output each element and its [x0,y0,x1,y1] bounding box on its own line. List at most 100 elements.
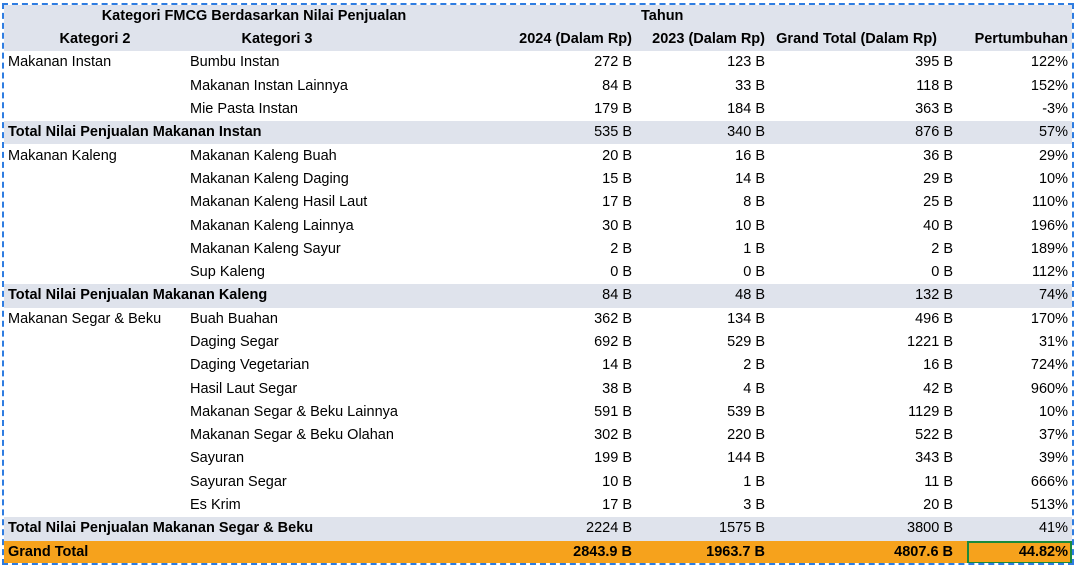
col-header-2023[interactable]: 2023 (Dalam Rp) [636,28,769,52]
growth-cell[interactable]: 10% [1038,170,1069,187]
value-2024-cell[interactable]: 591 B [594,403,632,420]
category-2-cell[interactable] [4,471,186,494]
value-2024-cell[interactable]: 15 B [602,170,632,187]
category-2-cell[interactable]: Makanan Instan [8,54,112,71]
value-2024-cell[interactable]: 179 B [594,101,632,118]
value-2023-cell[interactable]: 3 B [743,497,765,514]
value-2024-cell[interactable]: 14 B [602,357,632,374]
value-2023-cell[interactable]: 539 B [727,403,765,420]
subtotal-label[interactable]: Total Nilai Penjualan Makanan Instan [4,121,504,145]
grand-total-cell[interactable]: 363 B [915,101,954,118]
value-2024-cell[interactable]: 272 B [594,54,632,71]
grand-total-cell[interactable]: 395 B [915,54,954,71]
grand-total-cell[interactable]: 2 B [931,240,954,257]
category-3-cell[interactable]: Buah Buahan [190,310,278,327]
growth-cell[interactable]: 112% [1032,264,1069,281]
subtotal-grand-total[interactable]: 3800 B [769,517,968,541]
value-2023-cell[interactable]: 134 B [727,310,765,327]
category-3-cell[interactable]: Makanan Kaleng Hasil Laut [190,194,368,211]
category-2-cell[interactable]: Makanan Segar & Beku [8,310,162,327]
grand-total-cell[interactable]: 522 B [915,427,954,444]
subtotal-grand-total[interactable]: 132 B [769,284,968,308]
value-2023-cell[interactable]: 529 B [727,334,765,350]
category-3-cell[interactable]: Bumbu Instan [190,54,280,71]
category-3-cell[interactable]: Sayuran [190,450,245,467]
category-2-cell[interactable] [4,401,186,424]
growth-cell[interactable]: 666% [1030,473,1069,490]
category-2-cell[interactable]: Makanan Kaleng [8,147,117,164]
col-header-kategori-3[interactable]: Kategori 3 [186,28,504,52]
growth-cell[interactable]: 10% [1038,403,1069,420]
category-3-cell[interactable]: Daging Vegetarian [190,357,310,374]
value-2024-cell[interactable]: 2 B [610,240,632,257]
value-2024-cell[interactable]: 302 B [594,427,632,444]
growth-cell[interactable]: 152% [1030,77,1069,94]
value-2024-cell[interactable]: 362 B [594,310,632,327]
growth-cell[interactable]: 513% [1030,497,1069,514]
subtotal-growth[interactable]: 57% [967,121,1072,145]
category-2-cell[interactable] [4,214,186,237]
value-2024-cell[interactable]: 17 B [602,194,632,211]
category-3-cell[interactable]: Daging Segar [190,334,279,350]
grand-total-growth-active-cell[interactable]: 44.82% [967,540,1072,563]
category-3-cell[interactable]: Mie Pasta Instan [190,101,298,118]
grand-total-cell[interactable]: 29 B [923,170,954,187]
category-3-cell[interactable]: Makanan Kaleng Lainnya [190,217,354,234]
category-3-cell[interactable]: Makanan Segar & Beku Lainnya [190,403,398,420]
value-2024-cell[interactable]: 692 B [594,334,632,350]
category-2-cell[interactable] [4,191,186,214]
growth-cell[interactable]: 37% [1038,427,1069,444]
value-2024-cell[interactable]: 0 B [610,264,632,281]
category-2-cell[interactable] [4,168,186,191]
value-2023-cell[interactable]: 16 B [735,147,765,164]
col-header-grand-total[interactable]: Grand Total (Dalam Rp) [769,28,968,52]
category-2-cell[interactable] [4,75,186,98]
value-2023-cell[interactable]: 10 B [735,217,765,234]
year-group-header[interactable]: Tahun [636,5,968,28]
growth-cell[interactable]: 39% [1038,450,1069,467]
grand-total-cell[interactable]: 40 B [923,217,954,234]
grand-total-cell[interactable]: 0 B [931,264,954,281]
subtotal-2024[interactable]: 535 B [504,121,636,145]
subtotal-growth[interactable]: 41% [967,517,1072,541]
subtotal-2023[interactable]: 340 B [636,121,769,145]
growth-cell[interactable]: 29% [1038,147,1069,164]
category-3-cell[interactable]: Hasil Laut Segar [190,380,298,397]
value-2023-cell[interactable]: 2 B [743,357,765,374]
growth-cell[interactable]: 724% [1030,357,1069,374]
value-2024-cell[interactable]: 20 B [602,147,632,164]
value-2024-cell[interactable]: 17 B [602,497,632,514]
col-header-pertumbuhan[interactable]: Pertumbuhan [967,28,1072,52]
subtotal-label[interactable]: Total Nilai Penjualan Makanan Segar & Be… [4,517,504,541]
grand-total-2024[interactable]: 2843.9 B [504,540,636,563]
subtotal-2023[interactable]: 48 B [636,284,769,308]
value-2023-cell[interactable]: 8 B [743,194,765,211]
category-2-cell[interactable] [4,494,186,517]
grand-total-cell[interactable]: 11 B [924,473,954,490]
table-title[interactable]: Kategori FMCG Berdasarkan Nilai Penjuala… [4,5,504,28]
value-2024-cell[interactable]: 84 B [602,77,632,94]
category-2-cell[interactable] [4,238,186,261]
category-3-cell[interactable]: Sup Kaleng [190,264,265,281]
subtotal-grand-total[interactable]: 876 B [769,121,968,145]
growth-cell[interactable]: 189% [1030,240,1069,257]
category-3-cell[interactable]: Es Krim [190,497,241,514]
value-2023-cell[interactable]: 0 B [743,264,765,281]
growth-cell[interactable]: 110% [1032,194,1069,211]
value-2024-cell[interactable]: 30 B [602,217,632,234]
value-2023-cell[interactable]: 1 B [743,240,765,257]
category-3-cell[interactable]: Makanan Segar & Beku Olahan [190,427,394,444]
growth-cell[interactable]: 31% [1038,334,1069,350]
category-2-cell[interactable] [4,424,186,447]
value-2023-cell[interactable]: 1 B [743,473,765,490]
col-header-2024[interactable]: 2024 (Dalam Rp) [504,28,636,52]
growth-cell[interactable]: 122% [1030,54,1069,71]
subtotal-2024[interactable]: 84 B [504,284,636,308]
grand-total-cell[interactable]: 20 B [923,497,954,514]
pivot-table-selection[interactable]: Kategori FMCG Berdasarkan Nilai Penjuala… [2,3,1074,565]
value-2023-cell[interactable]: 184 B [727,101,765,118]
grand-total-cell[interactable]: 1129 B [908,403,954,420]
value-2023-cell[interactable]: 33 B [735,77,765,94]
grand-total-cell[interactable]: 1221 B [907,334,954,350]
col-header-kategori-2[interactable]: Kategori 2 [4,28,186,52]
